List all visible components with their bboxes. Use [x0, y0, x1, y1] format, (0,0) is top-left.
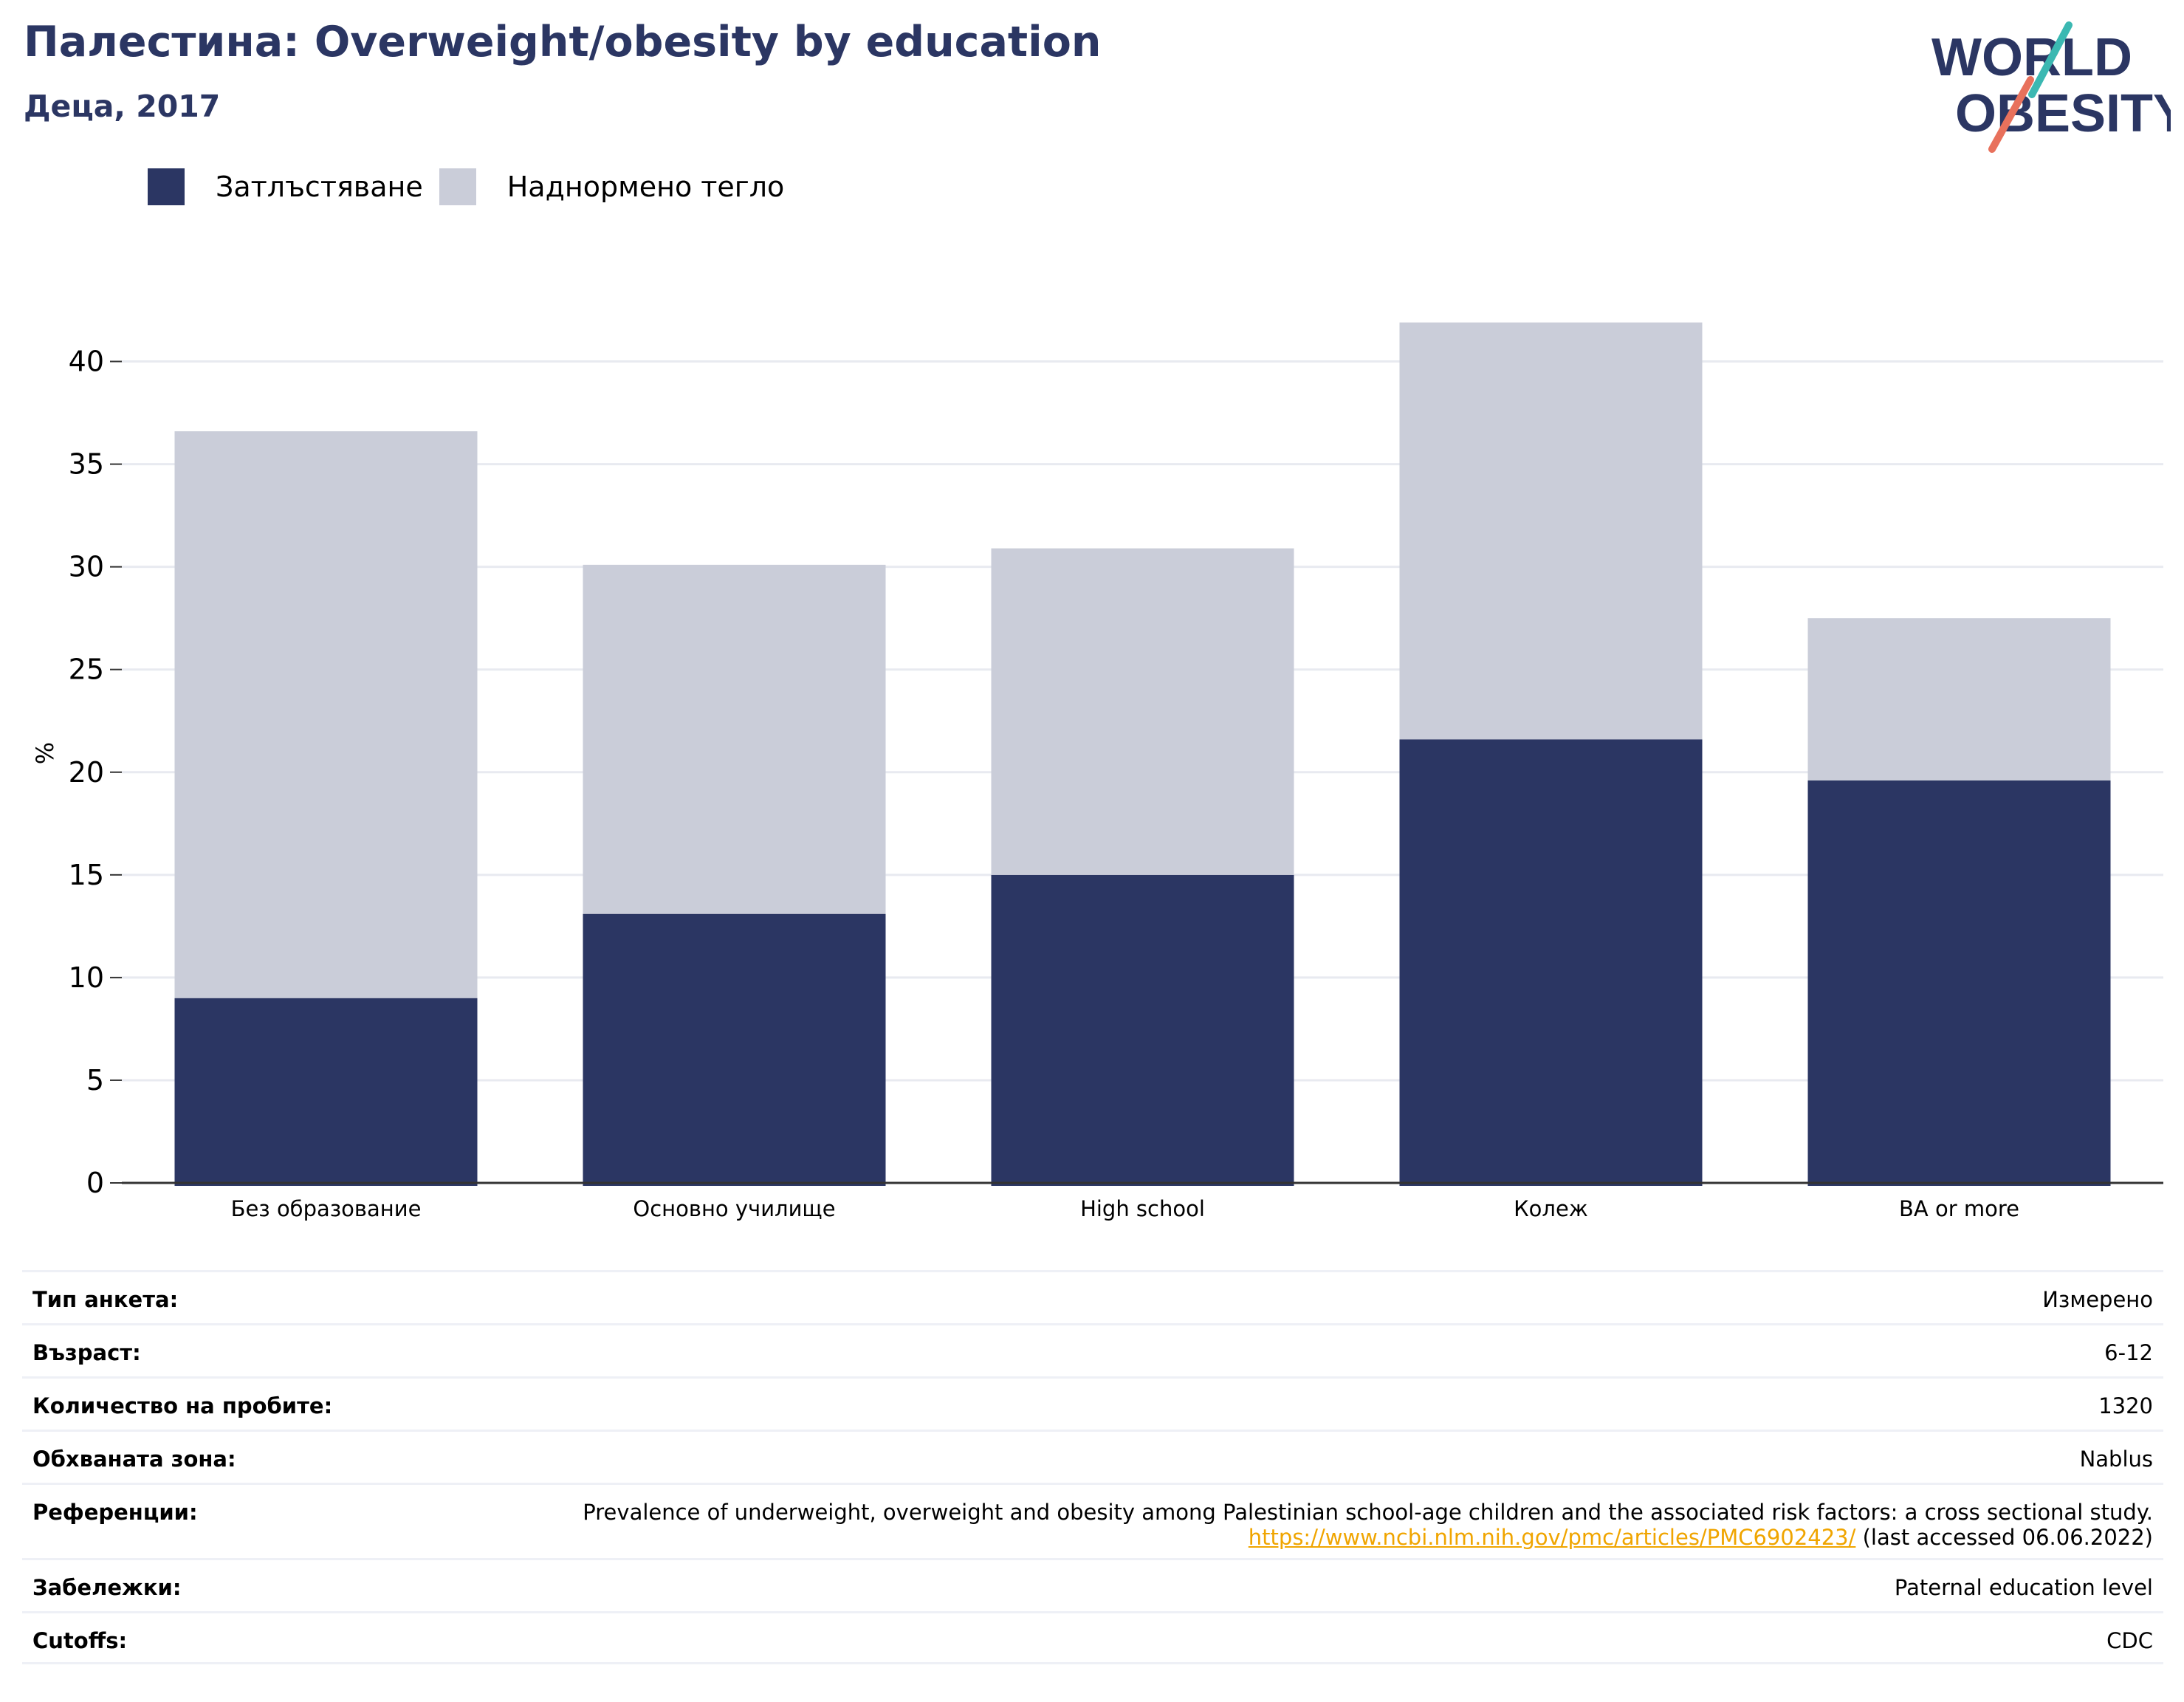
x-tick-label: BA or more	[1899, 1196, 2019, 1221]
legend-label-obesity: Затлъстяване	[216, 171, 423, 203]
metadata-value: Измерено	[2042, 1287, 2153, 1312]
metadata-row: Референции: Prevalence of underweight, ov…	[22, 1483, 2163, 1558]
logo-slash-coral	[1988, 76, 2034, 153]
y-tick-label: 30	[69, 551, 104, 583]
metadata-label: Референции:	[32, 1500, 198, 1525]
metadata-label: Забележки:	[32, 1575, 182, 1600]
bar-obesity	[174, 998, 478, 1186]
chart-legend: Затлъстяване Наднормено тегло	[148, 168, 800, 205]
y-tick-label: 5	[86, 1064, 104, 1097]
x-tick-label: Колеж	[1514, 1196, 1588, 1221]
stacked-bar-chart: 0 5 10 15 20 25 30 35 40% Без образование Основно …	[31, 322, 2163, 1221]
metadata-value: 6-12	[2104, 1340, 2153, 1365]
bar-obesity	[1807, 780, 2111, 1186]
y-tick-label: 10	[69, 961, 104, 994]
bar-overweight	[1399, 322, 1703, 740]
y-tick-label: 35	[69, 448, 104, 481]
y-tick-label: 20	[69, 756, 104, 789]
metadata-label: Количество на пробите:	[32, 1393, 333, 1418]
y-tick-label: 0	[86, 1167, 104, 1199]
metadata-row: Cutoffs: CDC	[22, 1611, 2163, 1664]
metadata-label: Тип анкета:	[32, 1287, 179, 1312]
metadata-value: Nablus	[2079, 1447, 2153, 1472]
metadata-row: Възраст: 6-12	[22, 1323, 2163, 1376]
y-tick-label: 25	[69, 653, 104, 686]
bar-overweight	[174, 431, 478, 998]
metadata-value: Paternal education level	[1894, 1575, 2153, 1600]
y-axis-label: %	[31, 742, 59, 764]
bar-obesity	[1399, 739, 1703, 1186]
x-tick-label: Без образование	[231, 1196, 422, 1221]
legend-label-overweight: Наднормено тегло	[506, 171, 785, 203]
metadata-value: 1320	[2098, 1393, 2153, 1418]
metadata-label: Cutoffs:	[32, 1628, 128, 1653]
y-tick-label: 40	[69, 346, 104, 378]
metadata-label: Възраст:	[32, 1340, 141, 1365]
metadata-row: Тип анкета: Измерено	[22, 1270, 2163, 1323]
logo-text-obesity: OBESITY	[1955, 84, 2171, 143]
legend-swatch-obesity	[148, 168, 185, 205]
bar-overweight	[1807, 618, 2111, 780]
x-tick-label: Основно училище	[633, 1196, 835, 1221]
metadata-row: Количество на пробите: 1320	[22, 1376, 2163, 1430]
metadata-label: Обхваната зона:	[32, 1447, 236, 1472]
reference-link[interactable]: https://www.ncbi.nlm.nih.gov/pmc/article…	[1248, 1525, 1856, 1550]
bar-obesity	[991, 874, 1294, 1186]
x-tick-label: High school	[1080, 1196, 1205, 1221]
chart-subtitle: Деца, 2017	[24, 89, 221, 124]
bar-obesity	[583, 913, 886, 1186]
logo-slash-teal	[2028, 21, 2073, 98]
bar-overweight	[583, 564, 886, 914]
legend-item-overweight[interactable]: Наднормено тегло	[439, 168, 785, 205]
chart-title: Палестина: Overweight/obesity by educati…	[24, 18, 1102, 66]
metadata-table: Тип анкета: Измерено Възраст: 6-12 Количеств…	[22, 1270, 2163, 1664]
metadata-value: Prevalence of underweight, overweight an…	[583, 1500, 2153, 1550]
metadata-row: Забележки: Paternal education level	[22, 1558, 2163, 1611]
metadata-value: CDC	[2106, 1628, 2153, 1653]
metadata-row: Обхваната зона: Nablus	[22, 1430, 2163, 1483]
legend-swatch-overweight	[439, 168, 476, 205]
y-tick-label: 15	[69, 859, 104, 891]
legend-item-obesity[interactable]: Затлъстяване	[148, 168, 423, 205]
world-obesity-logo: WORLD OBESITY	[1931, 21, 2171, 153]
bar-overweight	[991, 548, 1294, 875]
